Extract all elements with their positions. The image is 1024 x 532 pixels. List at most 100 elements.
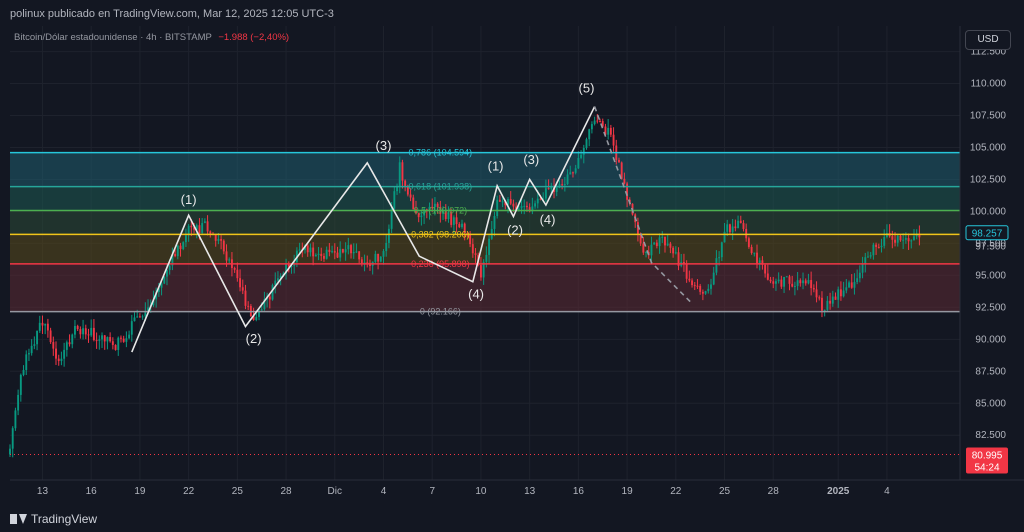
candle-body (780, 279, 783, 287)
fib-zone (10, 186, 960, 211)
candle-body (92, 327, 95, 341)
candle-body (442, 209, 444, 214)
candle-body (171, 254, 174, 266)
tradingview-logo[interactable]: TradingView (10, 512, 97, 526)
candle-body (163, 276, 166, 284)
candle-body (753, 252, 756, 254)
price-axis-background (960, 26, 1024, 506)
candle-body (877, 246, 880, 248)
price-axis-tick: 85.000 (975, 398, 1006, 409)
time-axis-tick: 10 (475, 486, 487, 497)
candle-body (542, 198, 545, 200)
candle-body (831, 296, 834, 304)
candle-body (509, 198, 512, 204)
candle-body (463, 223, 466, 234)
candle-body (103, 335, 106, 342)
tradingview-logo-icon (10, 514, 27, 524)
time-axis-tick: 4 (381, 486, 387, 497)
candle-body (531, 206, 534, 212)
candle-body (95, 340, 98, 342)
candle-body (655, 242, 658, 247)
candle-body (355, 251, 358, 253)
candle-body (791, 283, 794, 287)
symbol-legend: Bitcoin/Dólar estadounidense · 4h · BITS… (14, 32, 289, 43)
candle-body (547, 188, 550, 190)
candle-body (433, 203, 436, 207)
candle-body (87, 334, 90, 336)
candle-body (734, 226, 737, 229)
wave-label: (3) (523, 152, 539, 167)
candle-body (799, 280, 802, 284)
candle-body (696, 285, 699, 287)
candle-body (474, 253, 477, 255)
time-axis-tick: 13 (37, 486, 49, 497)
candle-body (277, 278, 279, 281)
candle-body (147, 307, 149, 311)
price-axis-tick: 102.500 (970, 174, 1007, 185)
elliott-wave-projection[interactable] (593, 106, 693, 305)
candle-body (68, 342, 71, 345)
attribution-text: polinux publicado en TradingView.com, Ma… (10, 8, 334, 20)
time-axis-tick: 16 (86, 486, 98, 497)
candle-body (899, 235, 902, 241)
candle-body (471, 244, 474, 254)
elliott-wave-line[interactable] (131, 106, 596, 353)
candle-body (582, 147, 585, 155)
current-price-badge (965, 225, 1009, 241)
candle-body (793, 285, 796, 287)
candle-body (312, 247, 315, 257)
candle-body (739, 220, 742, 224)
candle-body (815, 289, 818, 298)
tradingview-brand-label: TradingView (31, 512, 98, 526)
candle-body (858, 272, 861, 279)
candle-body (225, 251, 228, 261)
time-axis-background (0, 480, 1024, 506)
candle-body (577, 157, 580, 169)
candle-body (57, 358, 60, 362)
fib-zone (10, 210, 960, 235)
candle-body (710, 284, 712, 289)
candle-body (599, 120, 601, 122)
candle-body (720, 242, 723, 258)
candle-body (658, 237, 661, 247)
candle-body (44, 323, 47, 326)
candle-body (772, 281, 775, 284)
price-chart[interactable]: 0,786 (104.594) 0,618 (101.938) 0,5 (100.0… (0, 26, 1024, 506)
candle-body (664, 236, 666, 246)
candle-body (653, 242, 656, 245)
candle-body (201, 223, 204, 233)
symbol-name: Bitcoin/Dólar estadounidense · 4h · BITS… (14, 32, 212, 43)
candle-body (117, 337, 120, 350)
candle-body (138, 316, 141, 318)
candle-body (144, 310, 147, 317)
candle-body (482, 261, 485, 278)
candle-body (452, 217, 455, 225)
candle-body (60, 358, 63, 362)
candle-body (504, 201, 507, 206)
candle-body (845, 287, 848, 291)
candle-body (756, 252, 758, 264)
candle-body (203, 221, 206, 224)
candle-body (466, 233, 469, 235)
candle-body (409, 194, 412, 198)
candle-body (823, 309, 826, 311)
currency-button[interactable]: USD (965, 30, 1011, 50)
candle-body (404, 180, 407, 186)
candle-body (350, 245, 352, 254)
candle-body (550, 187, 553, 189)
candle-body (910, 240, 913, 242)
candle-body (106, 337, 109, 342)
candle-body (682, 262, 685, 264)
candle-body (271, 285, 274, 300)
wave-label: (2) (246, 331, 262, 346)
chart-area[interactable]: 0,786 (104.594) 0,618 (101.938) 0,5 (100.0… (0, 26, 1024, 506)
price-axis-tick: 97.500 (975, 238, 1006, 249)
candle-body (731, 226, 734, 233)
candle-body (331, 251, 334, 253)
candle-body (718, 257, 721, 259)
candle-body (379, 256, 382, 262)
candle-body (650, 244, 653, 256)
candle-body (27, 353, 30, 355)
candle-body (98, 339, 101, 341)
candle-body (461, 223, 463, 228)
